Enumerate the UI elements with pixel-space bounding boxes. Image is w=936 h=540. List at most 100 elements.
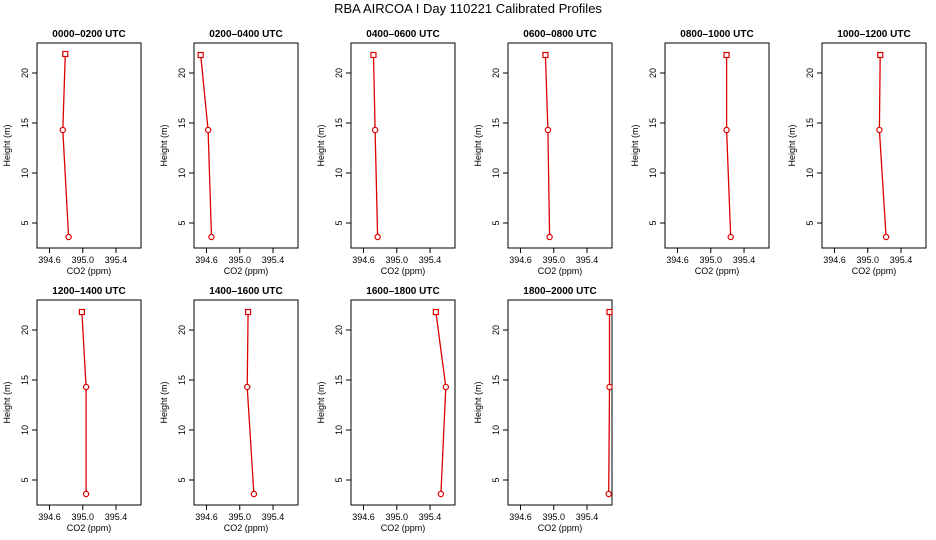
x-tick-label: 395.0 [71,512,94,522]
x-tick-label: 394.6 [352,255,375,265]
x-tick-label: 395.4 [262,255,285,265]
data-point [727,233,734,241]
plot-frame [36,42,142,249]
y-axis-label: Height (m) [630,124,640,166]
plot-frame [821,42,927,249]
profile-line [81,311,87,494]
profile-line [878,54,887,238]
y-tick-label: 15 [334,375,344,385]
x-tick-label: 395.0 [228,255,251,265]
y-tick-label: 5 [334,220,344,225]
y-tick-label: 20 [648,68,658,78]
y-tick-label: 20 [491,68,501,78]
profile-line [246,311,255,495]
y-tick-label: 10 [20,425,30,435]
x-tick-label: 394.6 [38,255,61,265]
panel-title: 1800–2000 UTC [523,286,596,297]
x-tick-label: 395.4 [890,255,913,265]
data-point [244,308,252,316]
x-tick-label: 394.6 [352,512,375,522]
panel-title: 0400–0600 UTC [366,29,439,40]
y-axis-label: Height (m) [2,124,12,166]
profile-panel: 1600–1800 UTC 394.6 395.0 395.4 5 10 15 20 CO2 (… [316,286,456,533]
data-point [442,383,450,391]
plot-frame [193,42,299,249]
y-tick-label: 15 [20,118,30,128]
y-tick-label: 5 [491,477,501,482]
data-point [374,233,381,241]
y-axis-label: Height (m) [159,124,169,166]
data-point [432,308,439,316]
y-tick-label: 5 [334,477,344,482]
data-point [370,51,377,59]
x-tick-label: 395.4 [262,512,285,522]
data-point [204,126,212,134]
plot-frame [36,299,142,506]
y-tick-label: 20 [177,68,187,78]
x-tick-label: 395.4 [419,512,442,522]
profile-line [435,311,447,495]
y-tick-label: 20 [20,68,30,78]
y-axis-label: Height (m) [316,124,326,166]
y-tick-label: 5 [491,220,501,225]
profile-panel: 1000–1200 UTC 394.6 395.0 395.4 5 10 15 20 CO2 (… [787,29,927,276]
y-tick-label: 5 [20,477,30,482]
y-tick-label: 20 [805,68,815,78]
y-tick-label: 20 [491,325,501,335]
data-point [544,126,552,134]
profile-panel: 0000–0200 UTC 394.6 395.0 395.4 5 10 15 20 CO2 (… [2,29,142,276]
data-point [78,308,86,316]
x-axis-label: CO2 (ppm) [224,266,269,276]
y-tick-label: 10 [491,168,501,178]
profile-panel: 0800–1000 UTC 394.6 395.0 395.4 5 10 15 20 CO2 (… [630,29,770,276]
profile-line [608,312,611,495]
y-tick-label: 5 [648,220,658,225]
x-tick-label: 395.0 [699,255,722,265]
x-tick-label: 395.4 [419,255,442,265]
panel-title: 0600–0800 UTC [523,29,596,40]
y-tick-label: 5 [20,220,30,225]
y-axis-label: Height (m) [316,381,326,423]
data-point [59,126,66,134]
plot-frame [507,42,613,249]
y-tick-label: 10 [177,425,187,435]
x-axis-label: CO2 (ppm) [67,266,112,276]
data-point [82,383,90,391]
profile-line [544,54,551,238]
y-tick-label: 15 [491,118,501,128]
x-axis-label: CO2 (ppm) [538,523,583,533]
profile-panel: 1800–2000 UTC 394.6 395.0 395.4 5 10 15 20 CO2 (… [473,286,613,533]
profile-panel: 1400–1600 UTC 394.6 395.0 395.4 5 10 15 20 CO2 (… [159,286,299,533]
data-point [250,490,258,498]
y-tick-label: 20 [177,325,187,335]
x-tick-label: 394.6 [195,512,218,522]
figure-title: RBA AIRCOA I Day 110221 Calibrated Profi… [334,1,602,16]
profile-panel: 0400–0600 UTC 394.6 395.0 395.4 5 10 15 20 CO2 (… [316,29,456,276]
x-tick-label: 395.4 [105,255,128,265]
x-tick-label: 394.6 [195,255,218,265]
data-point [82,490,90,498]
data-point [546,233,553,241]
y-tick-label: 15 [177,375,187,385]
data-point [62,50,69,58]
y-tick-label: 15 [177,118,187,128]
x-axis-label: CO2 (ppm) [381,266,426,276]
y-axis-label: Height (m) [2,381,12,423]
y-axis-label: Height (m) [473,124,483,166]
y-tick-label: 10 [491,425,501,435]
data-point [437,490,445,498]
y-tick-label: 5 [805,220,815,225]
x-axis-label: CO2 (ppm) [224,523,269,533]
profile-line [725,55,732,238]
data-point [723,51,730,59]
x-tick-label: 395.0 [542,512,565,522]
y-tick-label: 10 [334,168,344,178]
x-tick-label: 395.0 [385,512,408,522]
panel-title: 0200–0400 UTC [209,29,282,40]
data-point [877,51,884,59]
x-axis-label: CO2 (ppm) [381,523,426,533]
x-tick-label: 395.0 [228,512,251,522]
x-tick-label: 395.4 [105,512,128,522]
x-tick-label: 395.4 [733,255,756,265]
data-point [606,308,613,316]
